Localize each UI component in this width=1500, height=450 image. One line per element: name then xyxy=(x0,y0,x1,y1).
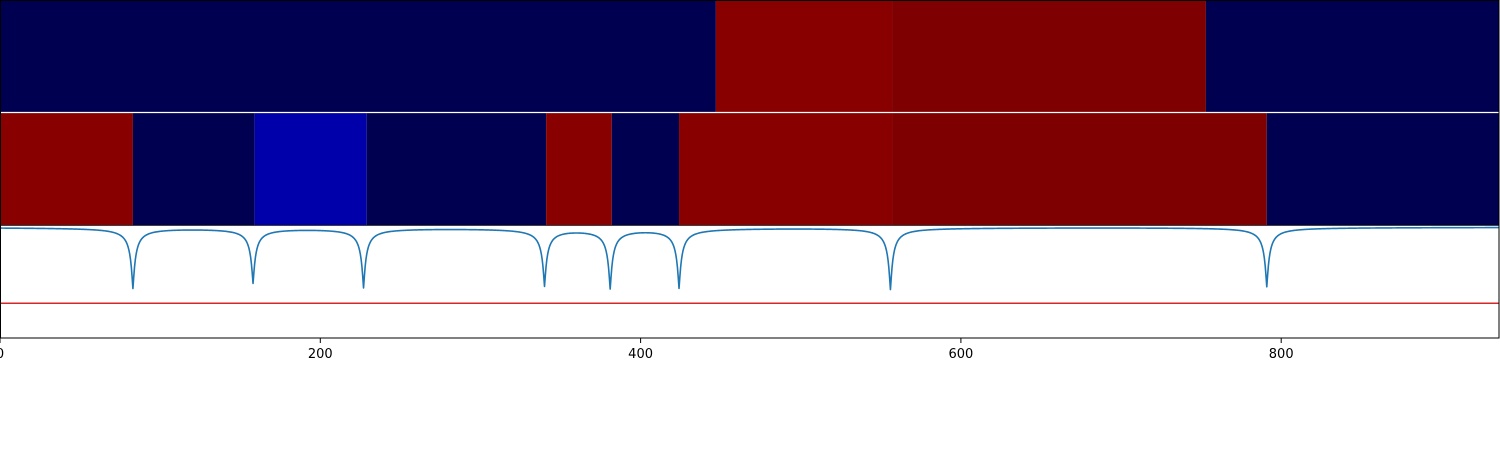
row-2-segment-2 xyxy=(132,113,255,225)
row-2-segment-4 xyxy=(366,113,547,225)
x-tick-label-0: 0 xyxy=(0,347,4,362)
row-1-segment-2 xyxy=(715,1,893,113)
row-1-segment-1 xyxy=(0,1,716,113)
row-2-segment-3 xyxy=(254,113,367,225)
x-tick-label-800: 800 xyxy=(1269,347,1294,362)
x-tick-label-200: 200 xyxy=(308,347,333,362)
row-2-segment-1 xyxy=(0,113,133,225)
x-tick-label-400: 400 xyxy=(628,347,653,362)
x-axis: 0 200 400 600 800 xyxy=(0,338,1294,362)
plot-frame xyxy=(0,0,1500,339)
signal-line xyxy=(0,226,1499,291)
row-2-segment-9 xyxy=(1266,113,1499,225)
x-tick-label-600: 600 xyxy=(948,347,973,362)
row-1-segment-4 xyxy=(1205,1,1499,113)
signal-panel xyxy=(0,0,1500,339)
row-2-segment-5 xyxy=(546,113,612,225)
row-1-segment-3 xyxy=(892,1,1206,113)
signal-background xyxy=(0,226,1499,338)
row-2-segment-7 xyxy=(679,113,893,225)
row-2-segment-8 xyxy=(892,113,1267,225)
row-2-segment-6 xyxy=(611,113,680,225)
heatmap-rows xyxy=(0,1,1499,225)
